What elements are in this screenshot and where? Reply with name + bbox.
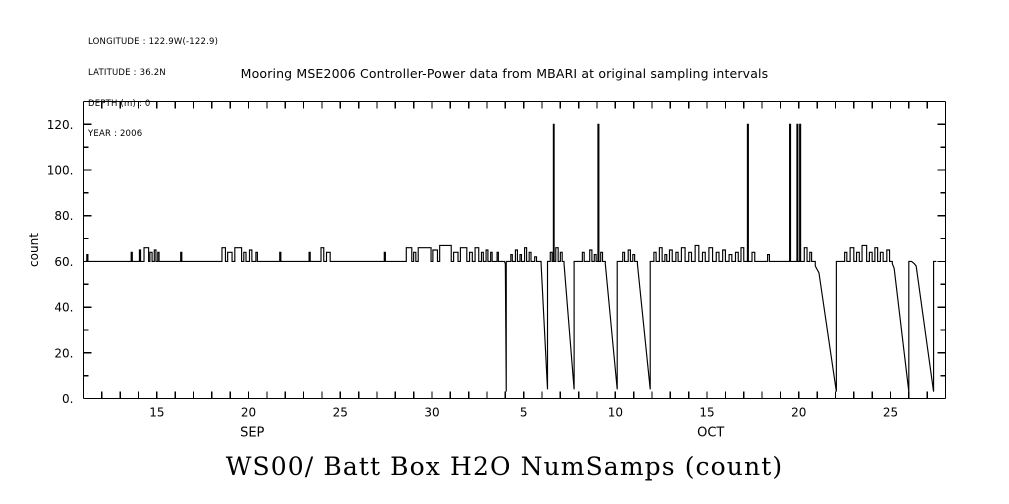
- x-axis-tick-label: 20: [791, 406, 806, 420]
- figure-caption: WS00/ Batt Box H2O NumSamps (count): [225, 452, 784, 481]
- chart-title: Mooring MSE2006 Controller-Power data fr…: [240, 66, 769, 81]
- x-axis-tick-label: 25: [333, 406, 348, 420]
- y-axis-tick-label: 100.: [47, 164, 74, 178]
- metadata-longitude: LONGITUDE : 122.9W(-122.9): [88, 37, 219, 48]
- data-series-line: [84, 123, 937, 392]
- x-axis-tick-label: 5: [520, 406, 528, 420]
- x-axis-tick-label: 30: [424, 406, 439, 420]
- x-axis-tick-label: 10: [608, 406, 623, 420]
- y-axis-tick-label: 60.: [54, 255, 73, 269]
- y-axis-tick-label: 0.: [62, 392, 73, 406]
- y-axis-tick-label: 120.: [47, 118, 74, 132]
- y-axis-tick-label: 80.: [54, 209, 73, 223]
- x-axis-tick-label: 20: [241, 406, 256, 420]
- metadata-year: YEAR : 2006: [88, 129, 143, 140]
- metadata-latitude: LATITUDE : 36.2N: [88, 68, 166, 79]
- x-axis-month-label: OCT: [697, 426, 724, 441]
- x-axis-tick-label: 15: [149, 406, 164, 420]
- y-axis-title: count: [27, 233, 41, 267]
- station-metadata: LONGITUDE : 122.9W(-122.9) LATITUDE : 36…: [88, 17, 218, 160]
- x-axis-tick-label: 25: [883, 406, 898, 420]
- y-axis-tick-label: 40.: [54, 301, 73, 315]
- y-axis-tick-label: 20.: [54, 346, 73, 360]
- metadata-depth: DEPTH (m) : 0: [88, 98, 151, 109]
- x-axis-tick-label: 15: [699, 406, 714, 420]
- x-axis-month-label: SEP: [240, 426, 264, 441]
- plot-frame: [82, 100, 947, 400]
